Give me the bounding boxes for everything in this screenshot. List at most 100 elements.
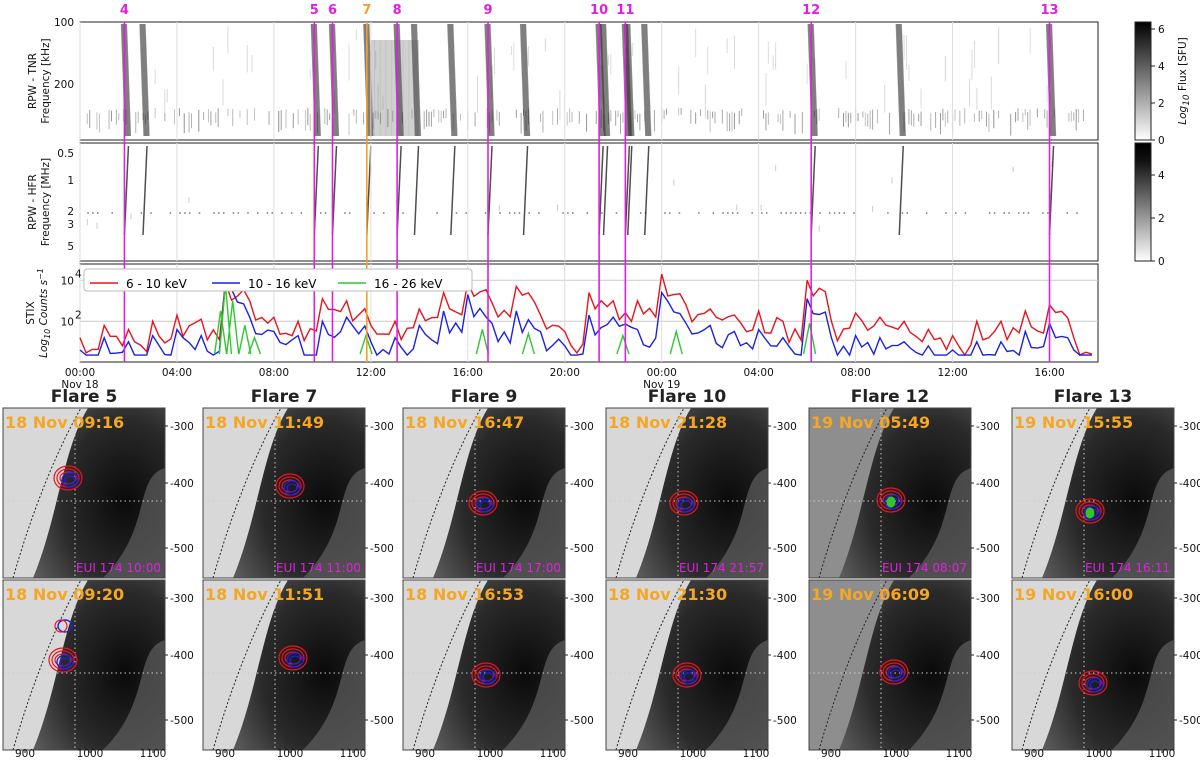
euv-image <box>403 408 565 578</box>
limb-line <box>818 408 888 578</box>
euv-image <box>3 580 165 750</box>
euv-image <box>403 580 565 750</box>
image-frame <box>402 407 566 579</box>
image-ytick-label: -300 <box>773 421 797 433</box>
image-ytick-label: -300 <box>170 421 194 433</box>
tnr-burst <box>626 23 632 137</box>
image-ytick-label: -400 <box>773 650 797 662</box>
flare-panel-title: Flare 5 <box>51 387 118 407</box>
flare-panel-title: Flare 7 <box>251 387 318 407</box>
stix-date-label: Nov 18 <box>61 379 98 391</box>
tnr-burst <box>141 23 147 137</box>
stix-xtick: 08:00 <box>259 367 289 379</box>
image-ytick-label: -500 <box>370 543 394 555</box>
image-ytick-label: -300 <box>976 421 1000 433</box>
image-xtick-label: 1100 <box>743 748 770 760</box>
image-frame <box>2 579 166 751</box>
contour-blue <box>884 494 902 510</box>
image-frame <box>1011 579 1175 751</box>
limb-line <box>12 580 82 750</box>
hfr-ytick: 0.5 <box>57 148 74 160</box>
image-ytick-label: -300 <box>170 593 194 605</box>
contour-blue <box>680 500 692 510</box>
image-ytick-label: -400 <box>170 478 194 490</box>
tnr-burst <box>410 23 417 137</box>
flare-marker-label-5: 5 <box>310 3 319 18</box>
tnr-burst <box>397 23 403 137</box>
euv-image <box>203 408 365 578</box>
hfr-burst <box>142 145 148 236</box>
tnr-burst <box>519 23 526 137</box>
tnr-burst <box>488 23 494 137</box>
loop-structure <box>909 640 971 750</box>
image-ytick-label: -500 <box>1179 715 1200 727</box>
contour-red <box>48 647 78 673</box>
contour-blue <box>1086 677 1104 693</box>
flare-column-3: Flare 9 18 Nov 16:47 EUI 174 17:00 -300 -400… <box>402 387 594 760</box>
image-xtick-label: 900 <box>1024 748 1044 760</box>
stix-ylabel-1: STIX <box>25 301 37 324</box>
contour-red <box>876 487 906 513</box>
contour-red <box>672 662 702 688</box>
cbar-tick-label: 4 <box>1158 170 1165 182</box>
radio-spectra-group: 4 5 6 7 8 9 10 11 12 13 RPW - TNR Frequency [kHz]… <box>25 3 1192 391</box>
image-xtick-label: 1100 <box>340 748 367 760</box>
contour-red <box>1078 670 1108 696</box>
colorbar-tnr: 0 2 4 6 <box>1134 21 1165 147</box>
image-frame <box>2 407 166 579</box>
image-frame <box>402 579 566 751</box>
image-xtick-label: 900 <box>618 748 638 760</box>
loop-structure <box>303 468 365 578</box>
image-ytick-label: -400 <box>570 478 594 490</box>
hfr-spectrum <box>86 145 1078 236</box>
limb-line <box>615 580 685 750</box>
stix-date-label: Nov 19 <box>643 379 680 391</box>
hfr-burst <box>643 145 650 236</box>
tnr-burst <box>811 23 817 137</box>
tnr-burst <box>521 23 528 137</box>
hfr-burst <box>898 145 904 236</box>
tnr-burst <box>641 23 647 137</box>
image-frame <box>202 407 366 579</box>
cbar-tick-label: 6 <box>1158 24 1165 36</box>
contour-red <box>278 645 308 671</box>
flare-panel-title: Flare 12 <box>851 387 929 407</box>
image-frame <box>605 407 769 579</box>
stix-xtick: 16:00 <box>453 367 483 379</box>
flare-marker-labels: 4 5 6 7 8 9 10 11 12 13 <box>120 3 1059 18</box>
limb-line <box>12 408 82 578</box>
image-xtick-label: 900 <box>15 748 35 760</box>
image-xtick-label: 1000 <box>77 748 104 760</box>
tnr-burst <box>602 23 609 137</box>
loop-structure <box>303 640 365 750</box>
limb-line <box>818 580 888 750</box>
observation-time: 18 Nov 09:20 <box>5 585 124 604</box>
contour-blue <box>283 480 301 496</box>
stix-ytick: 10 <box>61 316 74 328</box>
stix-xtick: 00:00 <box>65 367 95 379</box>
contour-blue <box>286 483 298 493</box>
tnr-burst <box>398 23 404 137</box>
image-xtick-label: 1000 <box>277 748 304 760</box>
image-ytick-label: -300 <box>570 421 594 433</box>
euv-image <box>606 408 768 578</box>
euv-image <box>809 408 971 578</box>
observation-time: 18 Nov 09:16 <box>5 413 124 432</box>
loop-structure <box>1112 468 1174 578</box>
image-frame <box>202 579 366 751</box>
image-ytick-label: -300 <box>370 421 394 433</box>
tnr-panel-frame <box>79 21 1099 141</box>
tnr-burst <box>599 23 606 137</box>
tnr-burst <box>900 23 906 137</box>
image-xtick-label: 1000 <box>1086 748 1113 760</box>
hfr-ytick: 3 <box>67 219 74 231</box>
image-ytick-label: -400 <box>370 650 394 662</box>
flare-marker-label-12: 12 <box>802 3 820 18</box>
tnr-burst <box>524 23 531 137</box>
image-ytick-label: -400 <box>1179 650 1200 662</box>
image-xtick-label: 1100 <box>946 748 973 760</box>
eui-label: EUI 174 17:00 <box>476 561 561 575</box>
observation-time: 18 Nov 21:28 <box>608 413 727 432</box>
image-ytick-label: -300 <box>1179 421 1200 433</box>
